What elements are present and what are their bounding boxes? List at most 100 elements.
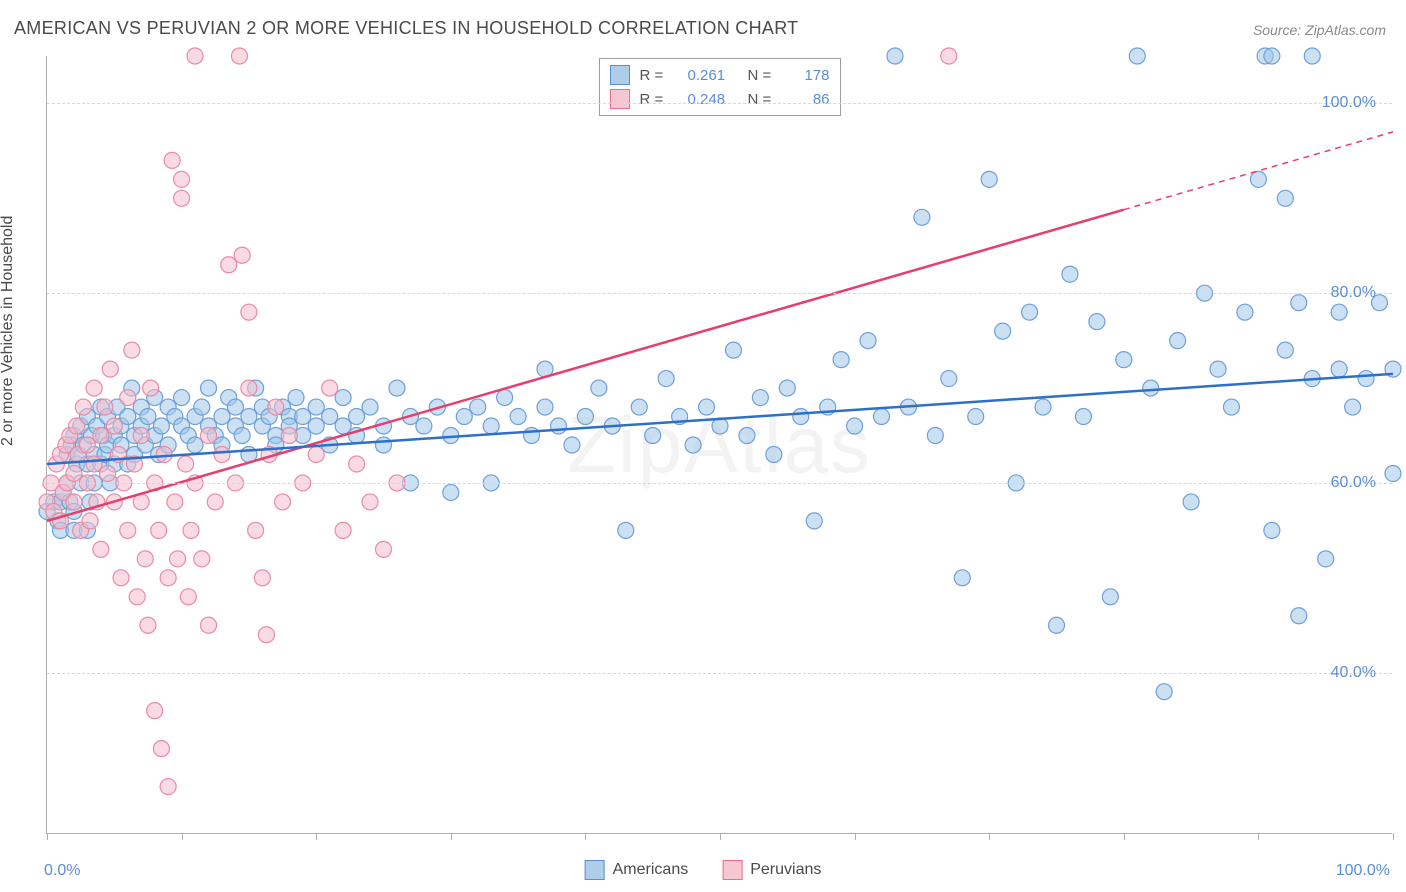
scatter-point-americans	[1304, 48, 1320, 64]
legend-item: Peruvians	[722, 860, 821, 880]
x-tick	[855, 833, 856, 840]
source-attribution: Source: ZipAtlas.com	[1253, 22, 1386, 38]
scatter-point-peruvians	[120, 390, 136, 406]
scatter-point-peruvians	[183, 522, 199, 538]
scatter-point-americans	[860, 333, 876, 349]
scatter-point-peruvians	[201, 617, 217, 633]
x-tick	[451, 833, 452, 840]
scatter-point-americans	[1345, 399, 1361, 415]
scatter-point-americans	[140, 409, 156, 425]
scatter-point-peruvians	[322, 380, 338, 396]
scatter-point-americans	[1049, 617, 1065, 633]
scatter-point-americans	[416, 418, 432, 434]
scatter-point-americans	[510, 409, 526, 425]
scatter-point-peruvians	[194, 551, 210, 567]
x-tick	[989, 833, 990, 840]
scatter-point-peruvians	[174, 190, 190, 206]
scatter-point-americans	[201, 380, 217, 396]
scatter-point-peruvians	[308, 446, 324, 462]
scatter-point-peruvians	[180, 589, 196, 605]
scatter-point-americans	[1183, 494, 1199, 510]
scatter-point-peruvians	[153, 741, 169, 757]
legend-label: Americans	[613, 861, 689, 879]
scatter-point-americans	[295, 409, 311, 425]
scatter-point-americans	[577, 409, 593, 425]
scatter-point-americans	[194, 399, 210, 415]
scatter-point-americans	[914, 209, 930, 225]
x-tick	[1393, 833, 1394, 840]
x-tick	[585, 833, 586, 840]
y-tick-label: 60.0%	[1331, 474, 1376, 492]
scatter-point-americans	[1331, 361, 1347, 377]
scatter-point-peruvians	[147, 703, 163, 719]
scatter-point-americans	[349, 409, 365, 425]
legend-n-label: N =	[748, 91, 786, 108]
scatter-point-peruvians	[100, 465, 116, 481]
scatter-point-peruvians	[231, 48, 247, 64]
scatter-point-americans	[497, 390, 513, 406]
legend-r-value: 0.261	[688, 67, 738, 84]
scatter-point-americans	[1210, 361, 1226, 377]
scatter-point-americans	[564, 437, 580, 453]
legend-r-label: R =	[640, 91, 678, 108]
scatter-point-peruvians	[178, 456, 194, 472]
scatter-point-peruvians	[69, 418, 85, 434]
scatter-point-peruvians	[164, 152, 180, 168]
chart-container: AMERICAN VS PERUVIAN 2 OR MORE VEHICLES …	[0, 0, 1406, 892]
scatter-point-americans	[793, 409, 809, 425]
scatter-point-americans	[227, 399, 243, 415]
scatter-point-americans	[153, 418, 169, 434]
scatter-point-americans	[376, 437, 392, 453]
scatter-point-peruvians	[234, 247, 250, 263]
scatter-point-americans	[631, 399, 647, 415]
scatter-point-americans	[766, 446, 782, 462]
scatter-point-americans	[1331, 304, 1347, 320]
scatter-point-peruvians	[102, 361, 118, 377]
scatter-point-americans	[1237, 304, 1253, 320]
scatter-point-peruvians	[86, 380, 102, 396]
scatter-point-americans	[699, 399, 715, 415]
scatter-point-americans	[1062, 266, 1078, 282]
scatter-point-americans	[1291, 295, 1307, 311]
scatter-point-americans	[362, 399, 378, 415]
scatter-point-americans	[483, 418, 499, 434]
scatter-point-peruvians	[376, 541, 392, 557]
scatter-point-americans	[389, 380, 405, 396]
x-tick	[182, 833, 183, 840]
grid-line	[47, 673, 1392, 674]
scatter-point-americans	[981, 171, 997, 187]
correlation-legend: R =0.261N =178R =0.248N =86	[599, 58, 841, 116]
scatter-point-americans	[1089, 314, 1105, 330]
legend-swatch	[610, 65, 630, 85]
scatter-point-americans	[1264, 522, 1280, 538]
scatter-point-peruvians	[174, 171, 190, 187]
scatter-point-peruvians	[156, 446, 172, 462]
x-axis-max-label: 100.0%	[1336, 862, 1390, 880]
scatter-point-americans	[470, 399, 486, 415]
scatter-point-peruvians	[66, 465, 82, 481]
x-tick	[720, 833, 721, 840]
scatter-point-peruvians	[129, 589, 145, 605]
scatter-point-peruvians	[137, 551, 153, 567]
grid-line	[47, 483, 1392, 484]
scatter-point-americans	[1116, 352, 1132, 368]
y-tick-label: 100.0%	[1322, 94, 1376, 112]
x-tick	[316, 833, 317, 840]
x-tick	[47, 833, 48, 840]
chart-title: AMERICAN VS PERUVIAN 2 OR MORE VEHICLES …	[14, 18, 798, 39]
scatter-point-peruvians	[97, 399, 113, 415]
scatter-point-americans	[1277, 190, 1293, 206]
legend-n-label: N =	[748, 67, 786, 84]
scatter-point-americans	[1277, 342, 1293, 358]
scatter-point-americans	[591, 380, 607, 396]
scatter-point-peruvians	[362, 494, 378, 510]
scatter-point-americans	[456, 409, 472, 425]
legend-swatch	[610, 89, 630, 109]
scatter-point-peruvians	[221, 257, 237, 273]
scatter-point-peruvians	[93, 541, 109, 557]
scatter-point-peruvians	[941, 48, 957, 64]
x-tick	[1124, 833, 1125, 840]
scatter-point-peruvians	[201, 428, 217, 444]
scatter-point-americans	[806, 513, 822, 529]
scatter-point-americans	[847, 418, 863, 434]
